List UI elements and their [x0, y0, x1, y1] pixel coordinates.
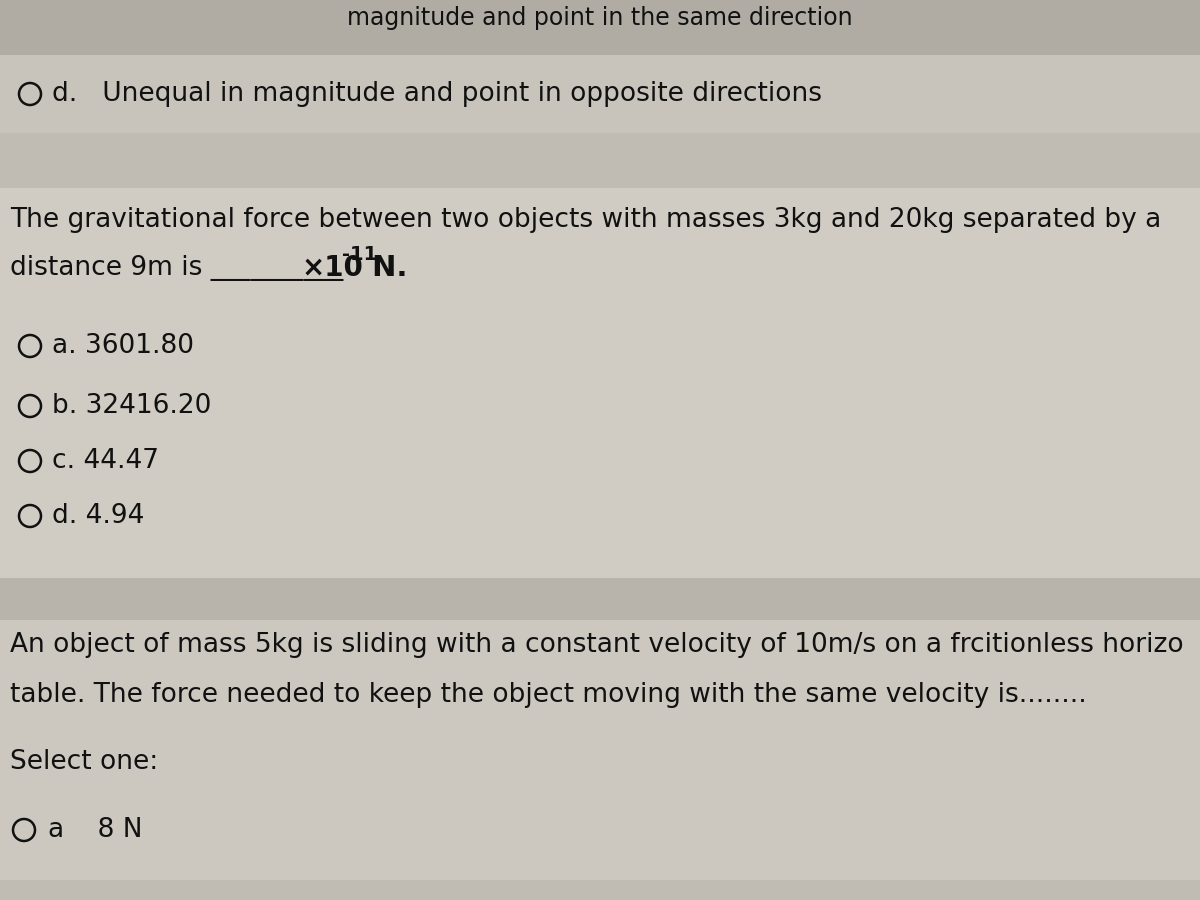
Text: -11: -11 — [342, 245, 377, 264]
Text: a    8 N: a 8 N — [48, 817, 143, 843]
Text: ×10: ×10 — [302, 254, 364, 282]
Text: a. 3601.80: a. 3601.80 — [52, 333, 194, 359]
Bar — [0, 55, 1200, 133]
Text: d.   Unequal in magnitude and point in opposite directions: d. Unequal in magnitude and point in opp… — [52, 81, 822, 107]
Text: N.: N. — [362, 254, 408, 282]
Text: table. The force needed to keep the object moving with the same velocity is.....: table. The force needed to keep the obje… — [10, 682, 1087, 708]
Bar — [0, 0, 1200, 55]
Text: An object of mass 5kg is sliding with a constant velocity of 10m/s on a frcition: An object of mass 5kg is sliding with a … — [10, 632, 1183, 658]
Bar — [0, 880, 1200, 900]
Bar — [0, 133, 1200, 188]
Text: c. 44.47: c. 44.47 — [52, 448, 158, 474]
Text: d. 4.94: d. 4.94 — [52, 503, 144, 529]
Bar — [0, 620, 1200, 900]
Bar — [0, 578, 1200, 620]
Text: b. 32416.20: b. 32416.20 — [52, 393, 211, 419]
Bar — [0, 188, 1200, 578]
Text: The gravitational force between two objects with masses 3kg and 20kg separated b: The gravitational force between two obje… — [10, 207, 1162, 233]
Text: distance 9m is __________: distance 9m is __________ — [10, 255, 343, 281]
Bar — [0, 0, 1200, 30]
Text: magnitude and point in the same direction: magnitude and point in the same directio… — [347, 6, 853, 30]
Text: Select one:: Select one: — [10, 749, 158, 775]
